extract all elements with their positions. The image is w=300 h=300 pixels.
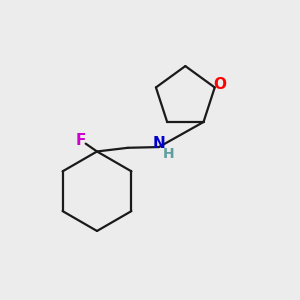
Text: F: F [76, 133, 86, 148]
Text: N: N [153, 136, 166, 151]
Text: H: H [162, 146, 174, 161]
Text: O: O [214, 77, 226, 92]
